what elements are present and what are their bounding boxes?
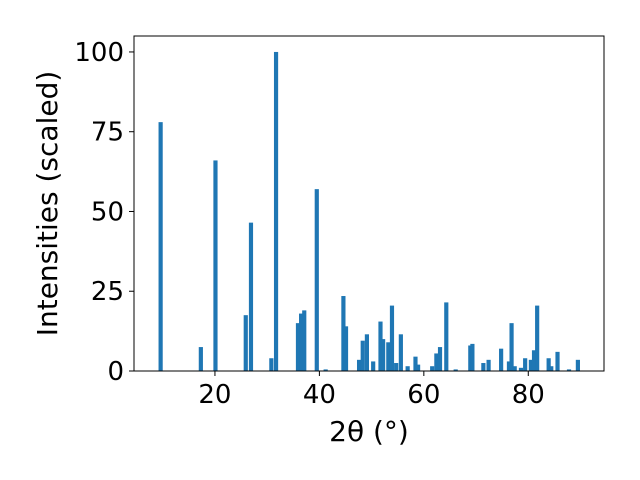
bar <box>555 351 560 371</box>
x-tick-label: 40 <box>303 380 336 410</box>
bar <box>378 321 383 371</box>
bar <box>509 323 514 371</box>
bar <box>437 347 443 371</box>
y-tick-label: 100 <box>74 38 124 68</box>
bar <box>323 369 328 371</box>
x-axis-ticks: 20 40 60 80 <box>198 371 545 410</box>
x-tick-label: 80 <box>512 380 545 410</box>
bar <box>213 160 218 371</box>
bar <box>535 305 540 371</box>
bar <box>364 334 369 371</box>
bar <box>566 369 572 371</box>
bar <box>523 358 528 371</box>
x-axis-label: 2θ (°) <box>329 415 409 448</box>
bar <box>416 364 421 371</box>
bar <box>430 366 435 371</box>
bar <box>158 122 163 371</box>
bar <box>371 361 376 371</box>
bar <box>341 296 346 371</box>
bar <box>549 366 554 371</box>
y-tick-label: 75 <box>91 118 124 148</box>
bar <box>295 323 301 371</box>
bar <box>470 343 475 371</box>
bar <box>360 340 365 371</box>
x-tick-label: 20 <box>198 380 231 410</box>
bar <box>269 358 274 371</box>
bar <box>486 359 491 371</box>
plot-frame <box>133 35 605 372</box>
y-tick-label: 25 <box>91 277 124 307</box>
bar <box>512 366 517 371</box>
bar <box>343 326 349 371</box>
bar <box>314 189 319 371</box>
bar <box>453 369 458 371</box>
bar <box>356 359 362 371</box>
bar <box>413 356 418 371</box>
bar <box>273 51 279 371</box>
bar <box>499 348 504 371</box>
y-tick-label: 50 <box>91 197 124 227</box>
bars-group <box>158 51 580 371</box>
bar <box>506 361 512 371</box>
bar <box>243 315 248 371</box>
bar <box>546 358 551 371</box>
bar <box>518 367 524 371</box>
bar <box>302 310 307 371</box>
bar <box>198 347 203 371</box>
bar <box>434 353 439 371</box>
bar <box>248 222 254 371</box>
bar <box>405 366 410 371</box>
bar <box>444 302 449 371</box>
bar <box>381 339 386 371</box>
bar <box>481 363 486 371</box>
bar <box>394 363 399 371</box>
y-axis-label: Intensities (scaled) <box>31 71 64 337</box>
bar <box>575 359 580 371</box>
bar <box>398 334 403 371</box>
bar <box>386 342 391 371</box>
bar <box>531 350 537 371</box>
bar <box>389 305 395 371</box>
bar <box>299 313 304 371</box>
bar <box>528 359 533 371</box>
y-axis-ticks: 0 25 50 75 100 <box>74 38 134 387</box>
y-tick-label: 0 <box>107 357 124 387</box>
x-tick-label: 60 <box>407 380 440 410</box>
